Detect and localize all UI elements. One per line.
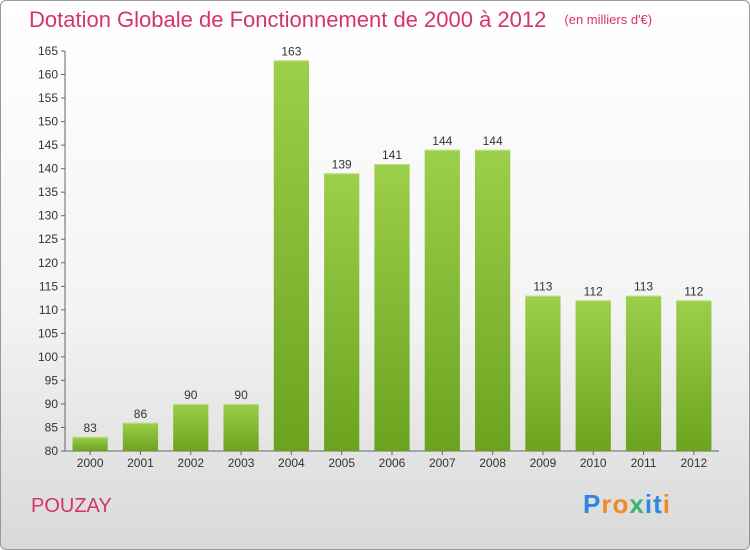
- bar: [525, 295, 561, 451]
- x-tick-label: 2006: [379, 456, 406, 470]
- y-tick-label: 135: [38, 185, 58, 199]
- y-tick-label: 105: [38, 326, 58, 340]
- chart-title-text: Dotation Globale de Fonctionnement de 20…: [29, 7, 547, 32]
- y-tick-label: 130: [38, 209, 58, 223]
- bar: [273, 60, 309, 451]
- bar-value-label: 139: [332, 157, 352, 171]
- bar-value-label: 141: [382, 148, 402, 162]
- bar: [122, 422, 159, 451]
- logo-letter: x: [629, 489, 645, 519]
- bar: [374, 163, 410, 452]
- proxiti-logo[interactable]: Proxiti: [583, 489, 671, 520]
- x-tick-label: 2002: [177, 456, 204, 470]
- city-name: POUZAY: [31, 495, 112, 517]
- x-tick-label: 2003: [228, 456, 255, 470]
- bar: [424, 149, 460, 451]
- bar-value-label: 112: [684, 284, 703, 298]
- y-tick-label: 80: [45, 444, 59, 458]
- bar-value-label: 112: [584, 284, 603, 298]
- y-tick-label: 120: [38, 256, 58, 270]
- logo-letter: i: [644, 489, 654, 519]
- bar-value-label: 113: [634, 280, 653, 294]
- y-tick-label: 125: [38, 232, 58, 246]
- x-tick-label: 2012: [680, 456, 707, 470]
- bar-value-label: 86: [134, 407, 148, 421]
- y-tick-label: 100: [38, 350, 58, 364]
- x-tick-label: 2000: [77, 456, 104, 470]
- y-tick-label: 90: [45, 397, 59, 411]
- x-tick-label: 2009: [530, 456, 557, 470]
- logo-letter: i: [662, 489, 671, 519]
- logo-letter: P: [583, 489, 602, 519]
- y-tick-label: 160: [38, 68, 58, 82]
- x-tick-label: 2001: [127, 456, 154, 470]
- x-tick-label: 2011: [631, 456, 657, 470]
- chart-unit: (en milliers d'€): [564, 12, 653, 27]
- bar-value-label: 90: [234, 388, 248, 402]
- bar: [676, 300, 712, 451]
- y-tick-label: 165: [38, 44, 58, 58]
- y-tick-label: 115: [39, 279, 58, 293]
- bar: [223, 403, 259, 451]
- y-tick-label: 85: [45, 420, 59, 434]
- y-tick-label: 140: [38, 162, 58, 176]
- bar: [72, 436, 108, 451]
- chart-value-labels: 83 86 90 90 163 139 141 144 144 113 112 113 112: [83, 44, 703, 434]
- y-tick-label: 150: [38, 115, 58, 129]
- bar-value-label: 144: [432, 134, 452, 148]
- x-tick-label: 2005: [328, 456, 355, 470]
- bar-value-label: 113: [533, 280, 552, 294]
- chart-axes: 80 85 90 95 100 105 110 115 120 125 130 135 140 145 15…: [38, 44, 719, 470]
- bar: [324, 173, 360, 451]
- bar-value-label: 90: [184, 388, 198, 402]
- chart-bars: [72, 60, 712, 452]
- y-tick-label: 110: [39, 303, 58, 317]
- bar: [173, 403, 209, 451]
- y-tick-label: 95: [45, 373, 59, 387]
- x-tick-label: 2007: [429, 456, 456, 470]
- bar: [625, 295, 662, 451]
- logo-letter: t: [653, 489, 663, 519]
- x-tick-label: 2010: [580, 456, 607, 470]
- bar-value-label: 83: [83, 421, 97, 435]
- logo-letter: o: [612, 489, 630, 519]
- bar: [575, 300, 611, 451]
- bar-value-label: 163: [281, 44, 301, 58]
- bar: [475, 149, 511, 451]
- y-tick-label: 155: [38, 91, 58, 105]
- y-tick-label: 145: [38, 138, 58, 152]
- x-tick-label: 2008: [479, 456, 506, 470]
- logo-letter: r: [601, 489, 613, 519]
- chart-title: Dotation Globale de Fonctionnement de 20…: [29, 7, 652, 33]
- bar-value-label: 144: [483, 134, 503, 148]
- x-tick-label: 2004: [278, 456, 305, 470]
